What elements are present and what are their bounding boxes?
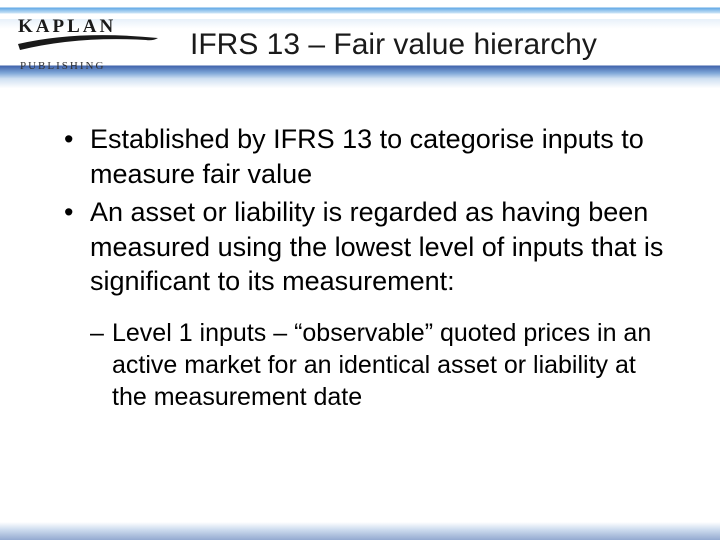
slide-body: Established by IFRS 13 to categorise inp…	[60, 122, 670, 413]
slide-title: IFRS 13 – Fair value hierarchy	[190, 28, 700, 62]
slide: KAPLAN PUBLISHING IFRS 13 – Fair value h…	[0, 0, 720, 540]
bullet-item: An asset or liability is regarded as hav…	[60, 195, 670, 299]
bullet-item: Established by IFRS 13 to categorise inp…	[60, 122, 670, 191]
sub-bullet-item: Level 1 inputs – “observable” quoted pri…	[60, 317, 670, 413]
swoosh-icon	[18, 34, 158, 56]
bullet-text: An asset or liability is regarded as hav…	[90, 197, 663, 296]
footer-band	[0, 522, 720, 540]
sub-bullet-list: Level 1 inputs – “observable” quoted pri…	[60, 317, 670, 413]
bullet-text: Established by IFRS 13 to categorise inp…	[90, 124, 644, 189]
bullet-list: Established by IFRS 13 to categorise inp…	[60, 122, 670, 299]
logo: KAPLAN PUBLISHING	[18, 16, 158, 78]
logo-subtext: PUBLISHING	[20, 60, 105, 72]
sub-bullet-text: Level 1 inputs – “observable” quoted pri…	[112, 319, 651, 411]
